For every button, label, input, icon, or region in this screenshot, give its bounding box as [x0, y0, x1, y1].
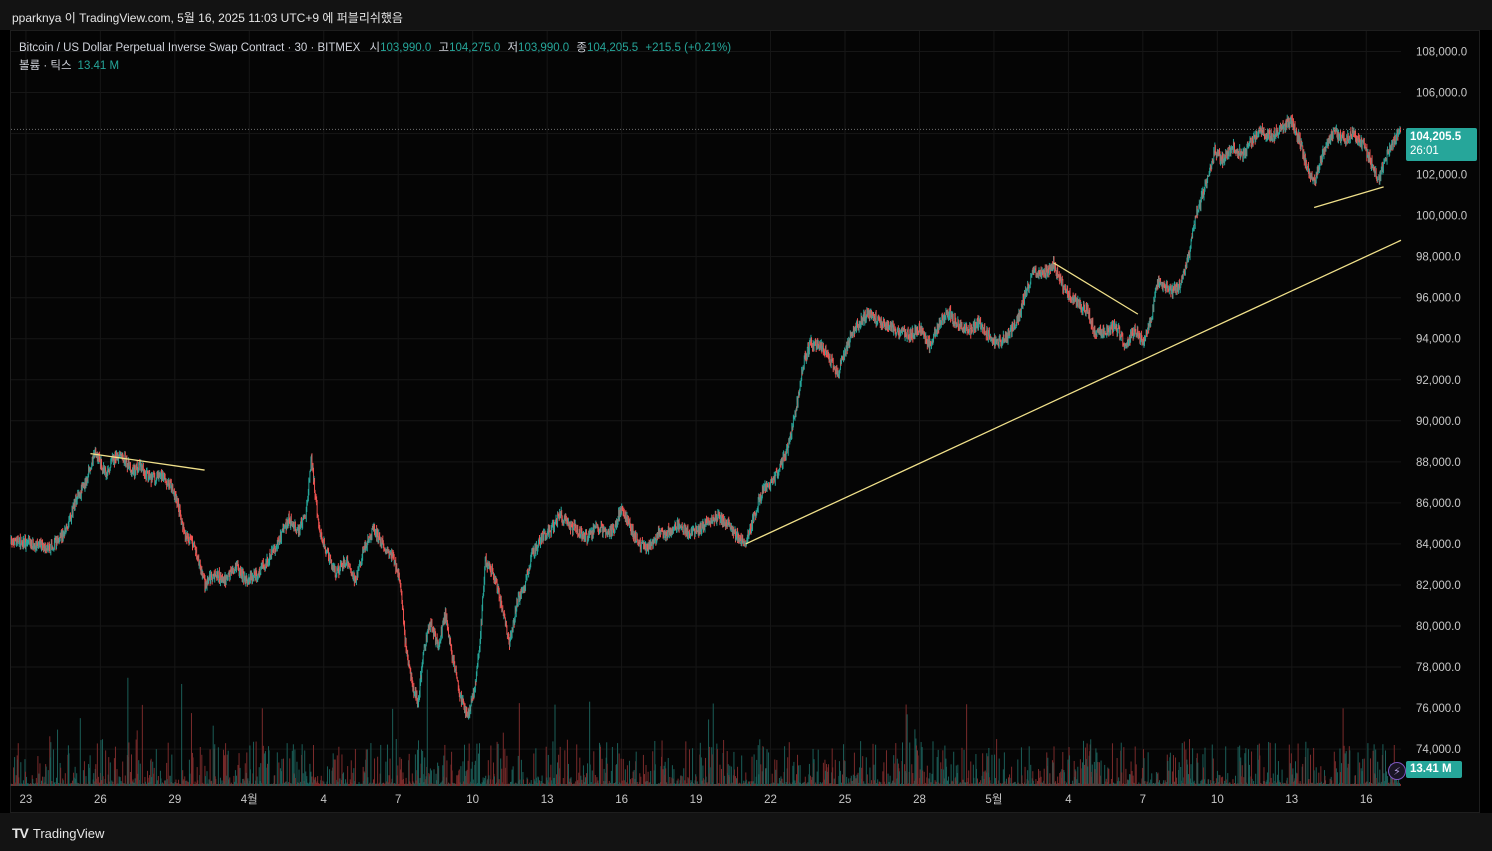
- volume-bars: [10, 669, 1401, 786]
- chart-grid: [11, 31, 1401, 786]
- top-bar: [0, 0, 1492, 30]
- publish-caption: pparknya 이 TradingView.com, 5월 16, 2025 …: [12, 11, 403, 25]
- candles: [10, 114, 1401, 720]
- chart-frame[interactable]: [10, 30, 1480, 813]
